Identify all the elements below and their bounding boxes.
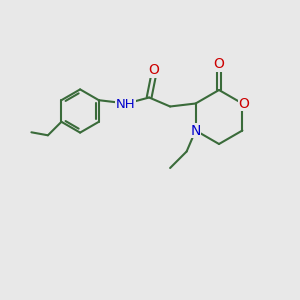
Text: N: N	[190, 124, 201, 137]
Text: O: O	[238, 97, 249, 110]
Text: O: O	[214, 57, 224, 71]
Text: NH: NH	[115, 98, 135, 112]
Text: O: O	[148, 64, 159, 77]
